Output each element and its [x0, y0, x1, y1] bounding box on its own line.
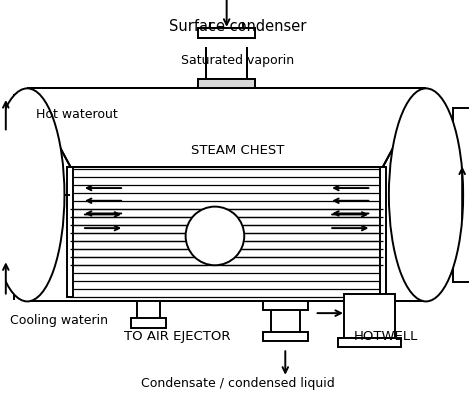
Bar — [263, 332, 308, 341]
Bar — [271, 302, 300, 336]
Bar — [263, 302, 308, 311]
Text: Saturated vaporin: Saturated vaporin — [181, 53, 294, 66]
Bar — [338, 338, 401, 347]
Text: Cooling waterin: Cooling waterin — [10, 313, 109, 326]
Text: HOTWELL: HOTWELL — [354, 329, 418, 342]
Bar — [198, 79, 255, 89]
Polygon shape — [70, 89, 383, 167]
Bar — [471, 180, 474, 211]
Ellipse shape — [0, 89, 64, 302]
Bar — [0, 126, 23, 135]
Text: TO AIR EJECTOR: TO AIR EJECTOR — [124, 329, 230, 342]
Bar — [131, 318, 166, 328]
Ellipse shape — [389, 89, 463, 302]
Bar — [137, 302, 160, 326]
Text: Hot waterout: Hot waterout — [36, 108, 118, 121]
Bar — [0, 256, 23, 264]
Text: Surface condenser: Surface condenser — [169, 19, 306, 34]
Bar — [380, 167, 386, 297]
Bar — [67, 167, 73, 297]
Bar — [453, 109, 471, 282]
Bar — [198, 29, 255, 38]
Text: Condensate / condensed liquid: Condensate / condensed liquid — [140, 376, 334, 389]
Bar — [27, 89, 426, 302]
Circle shape — [186, 207, 244, 266]
Bar — [344, 294, 395, 338]
Text: STEAM CHEST: STEAM CHEST — [191, 143, 284, 156]
Bar — [198, 79, 255, 89]
Bar — [198, 29, 255, 38]
